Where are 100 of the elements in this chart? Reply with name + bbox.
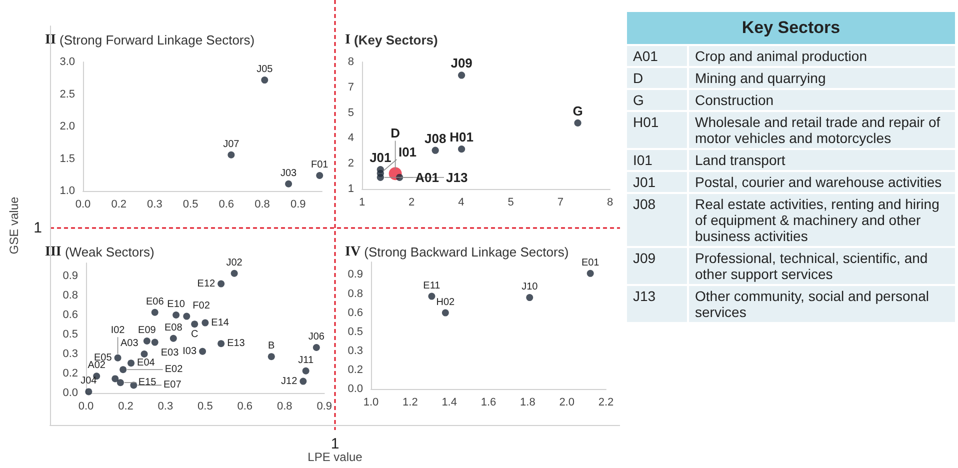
annotation: H01 [450, 130, 474, 145]
text: Professional, technical, scientific, and other support services [689, 248, 955, 284]
text: Postal, courier and warehouse activities [689, 172, 955, 192]
x-tick-label: 0.6 [218, 198, 234, 210]
x-tick-label: 0.2 [111, 198, 126, 210]
text: I01 [627, 150, 689, 170]
y-tick-label: 4 [348, 132, 354, 144]
annotation: J13 [446, 170, 468, 185]
annotation: J06 [308, 332, 325, 342]
y-tick-label: 0.8 [62, 290, 78, 302]
text: 1 [34, 220, 42, 236]
annotation: J12 [281, 376, 298, 387]
y-tick-label: 1.0 [60, 185, 75, 197]
text: H01 [627, 112, 689, 148]
annotation: J03 [280, 168, 298, 179]
annotation: F02 [192, 300, 210, 312]
annotation: I02 [110, 325, 126, 336]
y-tick-label: 2.5 [60, 88, 75, 100]
y-tick-label: 8 [348, 56, 354, 68]
x-tick-label: 0.8 [254, 198, 270, 210]
text: 1 [330, 436, 340, 452]
text: Mining and quarrying [689, 68, 955, 88]
annotation: C [190, 329, 198, 340]
annotation: E13 [227, 338, 246, 350]
text: Real estate activities, renting and hiring of equipment & machinery and other business activities [689, 194, 955, 246]
annotation: H02 [436, 296, 456, 308]
y-tick-label: 1 [348, 183, 354, 195]
x-tick-label: 0.6 [237, 400, 253, 412]
annotation: J05 [256, 64, 274, 76]
x-tick-label: 0.8 [276, 400, 292, 412]
text: Other community, social and personal services [689, 286, 955, 322]
text: LPE value [308, 450, 363, 464]
y-tick-label: 0.0 [62, 387, 78, 399]
y-tick-label: 0.3 [62, 348, 78, 360]
x-tick-label: 1.8 [520, 396, 536, 408]
x-tick-label: 7 [557, 196, 564, 208]
annotation: E03 [160, 347, 180, 358]
annotation: E02 [164, 364, 184, 376]
annotation: A01 [415, 170, 439, 185]
y-tick-label: 5 [348, 106, 354, 119]
text: J08 [627, 194, 689, 246]
annotation: E12 [197, 278, 216, 290]
annotation: E07 [164, 380, 182, 391]
annotation: E11 [423, 280, 441, 292]
x-tick-label: 1.0 [363, 396, 379, 408]
chart-title: III (Weak Sectors) [45, 244, 154, 260]
y-tick-label: 0.6 [348, 306, 363, 319]
text: Key Sectors [627, 12, 955, 44]
x-tick-label: 2 [408, 196, 415, 208]
y-tick-label: 0.9 [348, 268, 363, 281]
chart-title: I (Key Sectors) [345, 32, 438, 48]
text: G [627, 90, 689, 110]
annotation: A03 [120, 338, 139, 349]
y-tick-label: 0.5 [62, 328, 78, 340]
annotation: J10 [522, 282, 538, 293]
x-tick-label: 0.0 [75, 198, 91, 210]
text: GSE value [7, 196, 21, 254]
x-tick-label: 0.0 [78, 400, 94, 412]
annotation: G [572, 103, 583, 118]
annotation: J08 [424, 130, 446, 146]
text: A01 [627, 46, 689, 66]
chart-title: II (Strong Forward Linkage Sectors) [45, 32, 255, 48]
x-tick-label: 2.2 [598, 396, 614, 408]
y-tick-label: 0.5 [348, 326, 363, 338]
y-tick-label: 1.5 [60, 152, 75, 165]
annotation: E01 [581, 257, 600, 268]
y-tick-label: 2 [348, 158, 354, 170]
annotation: J01 [370, 150, 392, 166]
annotation: E06 [146, 296, 164, 308]
x-tick-label: 0.2 [118, 400, 134, 412]
text: Wholesale and retail trade and repair of motor vehicles and motorcycles [689, 112, 955, 148]
annotation: J04 [80, 376, 98, 387]
y-tick-label: 0.3 [348, 344, 363, 357]
annotation: A02 [88, 360, 106, 372]
x-tick-label: 0.5 [182, 198, 198, 210]
annotation: E14 [211, 317, 230, 328]
annotation: E08 [164, 322, 183, 334]
annotation: E09 [138, 325, 156, 336]
y-tick-label: 0.8 [348, 288, 363, 300]
y-tick-label: 7 [348, 81, 354, 94]
text: J09 [627, 248, 689, 284]
text: J13 [627, 286, 689, 322]
y-tick-label: 0.6 [62, 309, 78, 321]
annotation: J07 [223, 138, 240, 150]
x-tick-label: 1.6 [480, 396, 496, 408]
y-tick-label: 0.2 [348, 364, 363, 376]
y-tick-label: 0.9 [62, 270, 78, 282]
text: Crop and animal production [689, 46, 955, 66]
annotation: J02 [226, 257, 243, 268]
annotation: J09 [450, 56, 472, 71]
x-tick-label: 0.5 [198, 400, 213, 412]
x-tick-label: 0.3 [158, 400, 174, 412]
text: Land transport [689, 150, 955, 170]
annotation: J11 [298, 354, 314, 366]
x-tick-label: 1.4 [442, 396, 457, 408]
x-tick-label: 0.3 [147, 198, 162, 210]
x-tick-label: 1.2 [402, 396, 418, 408]
annotation: E04 [137, 358, 156, 369]
y-tick-label: 2.0 [60, 120, 75, 132]
annotation: E15 [138, 377, 157, 388]
